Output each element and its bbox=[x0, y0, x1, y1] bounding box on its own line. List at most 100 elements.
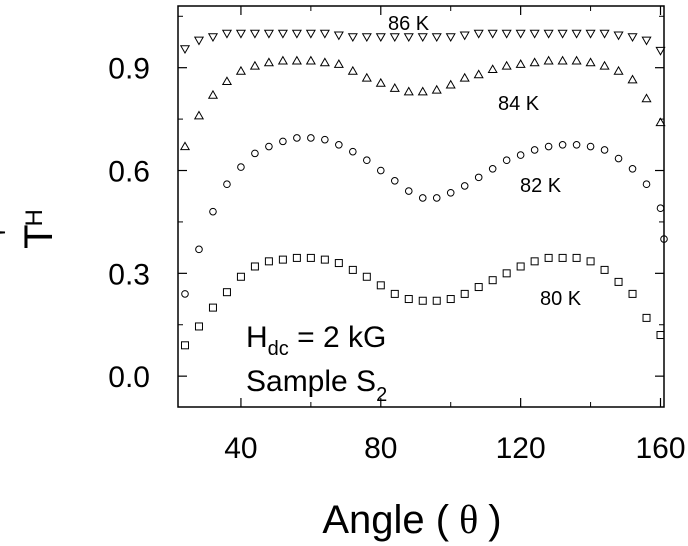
x-axis-title-text: Angle ( bbox=[322, 498, 449, 542]
data-point-80k bbox=[656, 331, 665, 340]
annotation-field-sub: dc bbox=[268, 338, 289, 360]
data-point-84k bbox=[585, 57, 596, 67]
data-point-82k bbox=[460, 182, 469, 190]
annotation-field: Hdc = 2 kG bbox=[246, 321, 386, 360]
data-point-80k bbox=[628, 289, 637, 298]
data-point-84k bbox=[347, 65, 358, 75]
data-point-80k bbox=[614, 277, 623, 286]
data-point-86k bbox=[557, 29, 568, 39]
data-point-80k bbox=[418, 296, 427, 305]
x-axis-title-symbol: θ bbox=[459, 497, 478, 542]
data-point-80k bbox=[432, 296, 441, 305]
data-point-86k bbox=[473, 29, 484, 39]
data-point-80k bbox=[222, 288, 231, 297]
data-point-82k bbox=[432, 194, 441, 202]
data-point-80k bbox=[572, 253, 581, 262]
data-point-80k bbox=[306, 253, 315, 262]
series-label-86k: 86 K bbox=[388, 13, 430, 35]
data-point-84k bbox=[599, 60, 610, 70]
data-point-86k bbox=[585, 29, 596, 39]
data-point-86k bbox=[529, 29, 540, 39]
data-point-84k bbox=[375, 77, 386, 87]
data-point-84k bbox=[389, 83, 400, 92]
data-point-82k bbox=[237, 163, 245, 171]
series-label-82k: 82 K bbox=[520, 175, 562, 197]
data-point-82k bbox=[586, 142, 595, 151]
data-point-82k bbox=[363, 156, 371, 165]
data-point-86k bbox=[249, 29, 260, 39]
data-point-84k bbox=[319, 57, 330, 67]
data-point-80k bbox=[544, 253, 553, 262]
data-point-86k bbox=[515, 29, 526, 39]
data-point-82k bbox=[446, 188, 455, 197]
data-point-82k bbox=[181, 290, 189, 298]
data-point-86k bbox=[613, 31, 624, 41]
data-point-80k bbox=[474, 283, 483, 292]
data-point-80k bbox=[390, 289, 399, 298]
data-point-80k bbox=[180, 341, 189, 350]
data-point-86k bbox=[305, 29, 316, 39]
data-point-86k bbox=[277, 29, 288, 39]
data-point-82k bbox=[628, 164, 637, 173]
series-label-84k: 84 K bbox=[498, 93, 540, 115]
data-point-80k bbox=[404, 295, 413, 304]
data-point-80k bbox=[292, 253, 301, 262]
data-point-82k bbox=[572, 141, 581, 149]
data-point-84k bbox=[291, 55, 302, 65]
data-point-84k bbox=[333, 59, 344, 68]
data-point-86k bbox=[459, 31, 470, 41]
data-point-84k bbox=[361, 72, 372, 82]
data-point-84k bbox=[221, 76, 233, 86]
data-point-82k bbox=[251, 149, 259, 158]
data-point-80k bbox=[348, 265, 357, 274]
annotation-sample-sub: 2 bbox=[376, 384, 387, 406]
data-point-86k bbox=[403, 33, 414, 43]
data-point-80k bbox=[642, 313, 651, 322]
data-point-84k bbox=[445, 79, 456, 89]
data-point-86k bbox=[389, 33, 400, 43]
data-point-82k bbox=[209, 207, 217, 216]
data-point-86k bbox=[641, 36, 652, 46]
data-point-84k bbox=[249, 60, 260, 70]
data-point-86k bbox=[445, 33, 456, 43]
data-point-82k bbox=[488, 164, 497, 173]
data-point-84k bbox=[193, 110, 205, 120]
data-point-80k bbox=[320, 255, 329, 264]
data-point-86k bbox=[333, 31, 344, 41]
data-point-86k bbox=[431, 33, 442, 43]
x-tick-label: 80 bbox=[364, 432, 397, 465]
data-point-80k bbox=[236, 272, 245, 281]
data-point-82k bbox=[265, 142, 273, 151]
x-tick-label: 40 bbox=[224, 432, 257, 465]
data-point-82k bbox=[418, 194, 427, 202]
data-point-84k bbox=[515, 59, 526, 68]
data-point-84k bbox=[641, 93, 652, 103]
data-point-86k bbox=[571, 29, 582, 39]
data-point-84k bbox=[487, 64, 498, 74]
data-point-82k bbox=[614, 154, 623, 163]
data-point-82k bbox=[390, 176, 399, 185]
data-point-82k bbox=[376, 166, 385, 175]
data-point-82k bbox=[544, 142, 553, 151]
data-point-86k bbox=[179, 45, 191, 55]
data-point-80k bbox=[488, 276, 497, 285]
data-point-82k bbox=[321, 135, 329, 144]
data-point-80k bbox=[250, 262, 259, 271]
x-axis-title: Angle (θ) bbox=[322, 497, 501, 542]
data-point-82k bbox=[195, 245, 203, 254]
data-point-82k bbox=[307, 134, 315, 142]
data-point-82k bbox=[600, 146, 609, 154]
data-point-80k bbox=[600, 265, 609, 274]
data-point-86k bbox=[319, 29, 330, 39]
data-point-82k bbox=[474, 173, 483, 182]
data-point-82k bbox=[279, 137, 287, 146]
data-point-84k bbox=[277, 55, 288, 65]
data-point-82k bbox=[349, 147, 357, 156]
y-tick-label: 0.0 bbox=[108, 361, 150, 394]
data-point-80k bbox=[460, 289, 469, 298]
data-point-86k bbox=[221, 29, 233, 39]
data-point-extra bbox=[660, 235, 668, 243]
data-point-80k bbox=[264, 257, 273, 266]
y-tick-label: 0.3 bbox=[108, 258, 150, 291]
